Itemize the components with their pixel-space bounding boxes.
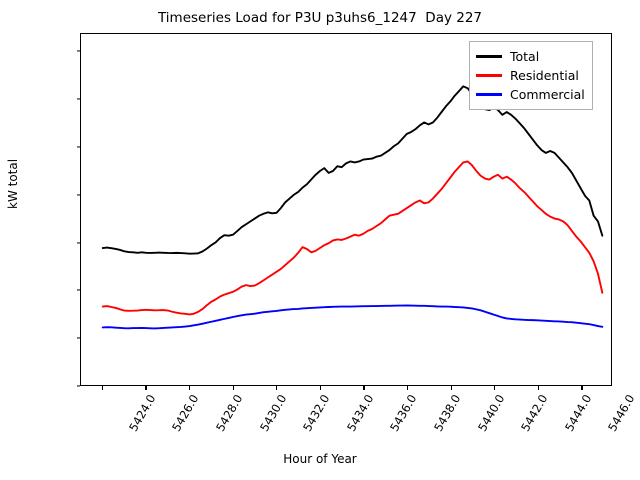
chart-legend: Total Residential Commercial [469, 41, 593, 110]
x-tick-label: 5442.0 [518, 392, 551, 434]
legend-swatch-total [476, 55, 502, 58]
x-tick-mark [363, 386, 365, 390]
legend-item-residential[interactable]: Residential [476, 66, 585, 85]
y-tick-mark [76, 146, 80, 148]
x-tick-label: 5424.0 [125, 392, 159, 434]
x-tick-mark [537, 386, 539, 390]
chart-title: Timeseries Load for P3U p3uhs6_1247 Day … [157, 10, 483, 26]
x-tick-mark [494, 386, 496, 390]
y-tick-mark [76, 98, 80, 100]
legend-label: Residential [510, 68, 579, 83]
x-tick-mark [319, 386, 321, 390]
plot-lines [101, 85, 604, 330]
x-tick-label: 5430.0 [256, 392, 289, 434]
x-tick-mark [407, 386, 409, 390]
y-tick-mark [76, 385, 80, 387]
legend-item-total[interactable]: Total [476, 47, 585, 66]
y-tick-mark [76, 241, 80, 244]
x-tick-label: 5428.0 [213, 392, 246, 434]
x-tick-mark [581, 386, 583, 390]
y-axis-label: kW total [6, 158, 20, 209]
x-tick-mark [450, 386, 452, 390]
legend-swatch-residential [476, 74, 502, 77]
series-line-total [101, 85, 604, 255]
y-tick-mark [76, 194, 80, 196]
x-tick-mark [145, 386, 147, 390]
x-tick-mark [101, 386, 103, 390]
x-tick-label: 5426.0 [169, 392, 202, 434]
y-tick-mark [76, 289, 80, 291]
x-tick-label: 5436.0 [387, 392, 420, 434]
series-line-commercial [101, 304, 604, 330]
x-axis-label: Hour of Year [283, 452, 357, 466]
x-tick-mark [189, 386, 191, 390]
x-tick-label: 5440.0 [474, 392, 508, 434]
x-tick-label: 5438.0 [431, 392, 464, 434]
series-line-residential [101, 160, 604, 316]
x-tick-label: 5434.0 [343, 392, 377, 434]
y-tick-mark [76, 337, 80, 339]
legend-swatch-commercial [476, 93, 502, 96]
y-tick-mark [76, 50, 80, 52]
x-tick-label: 5432.0 [300, 392, 333, 434]
x-tick-label: 5444.0 [561, 392, 595, 434]
legend-label: Commercial [510, 87, 585, 102]
legend-label: Total [510, 49, 540, 64]
legend-item-commercial[interactable]: Commercial [476, 85, 585, 104]
x-tick-label: 5446.0 [605, 392, 638, 434]
x-tick-mark [276, 386, 278, 390]
x-tick-mark [232, 386, 234, 390]
